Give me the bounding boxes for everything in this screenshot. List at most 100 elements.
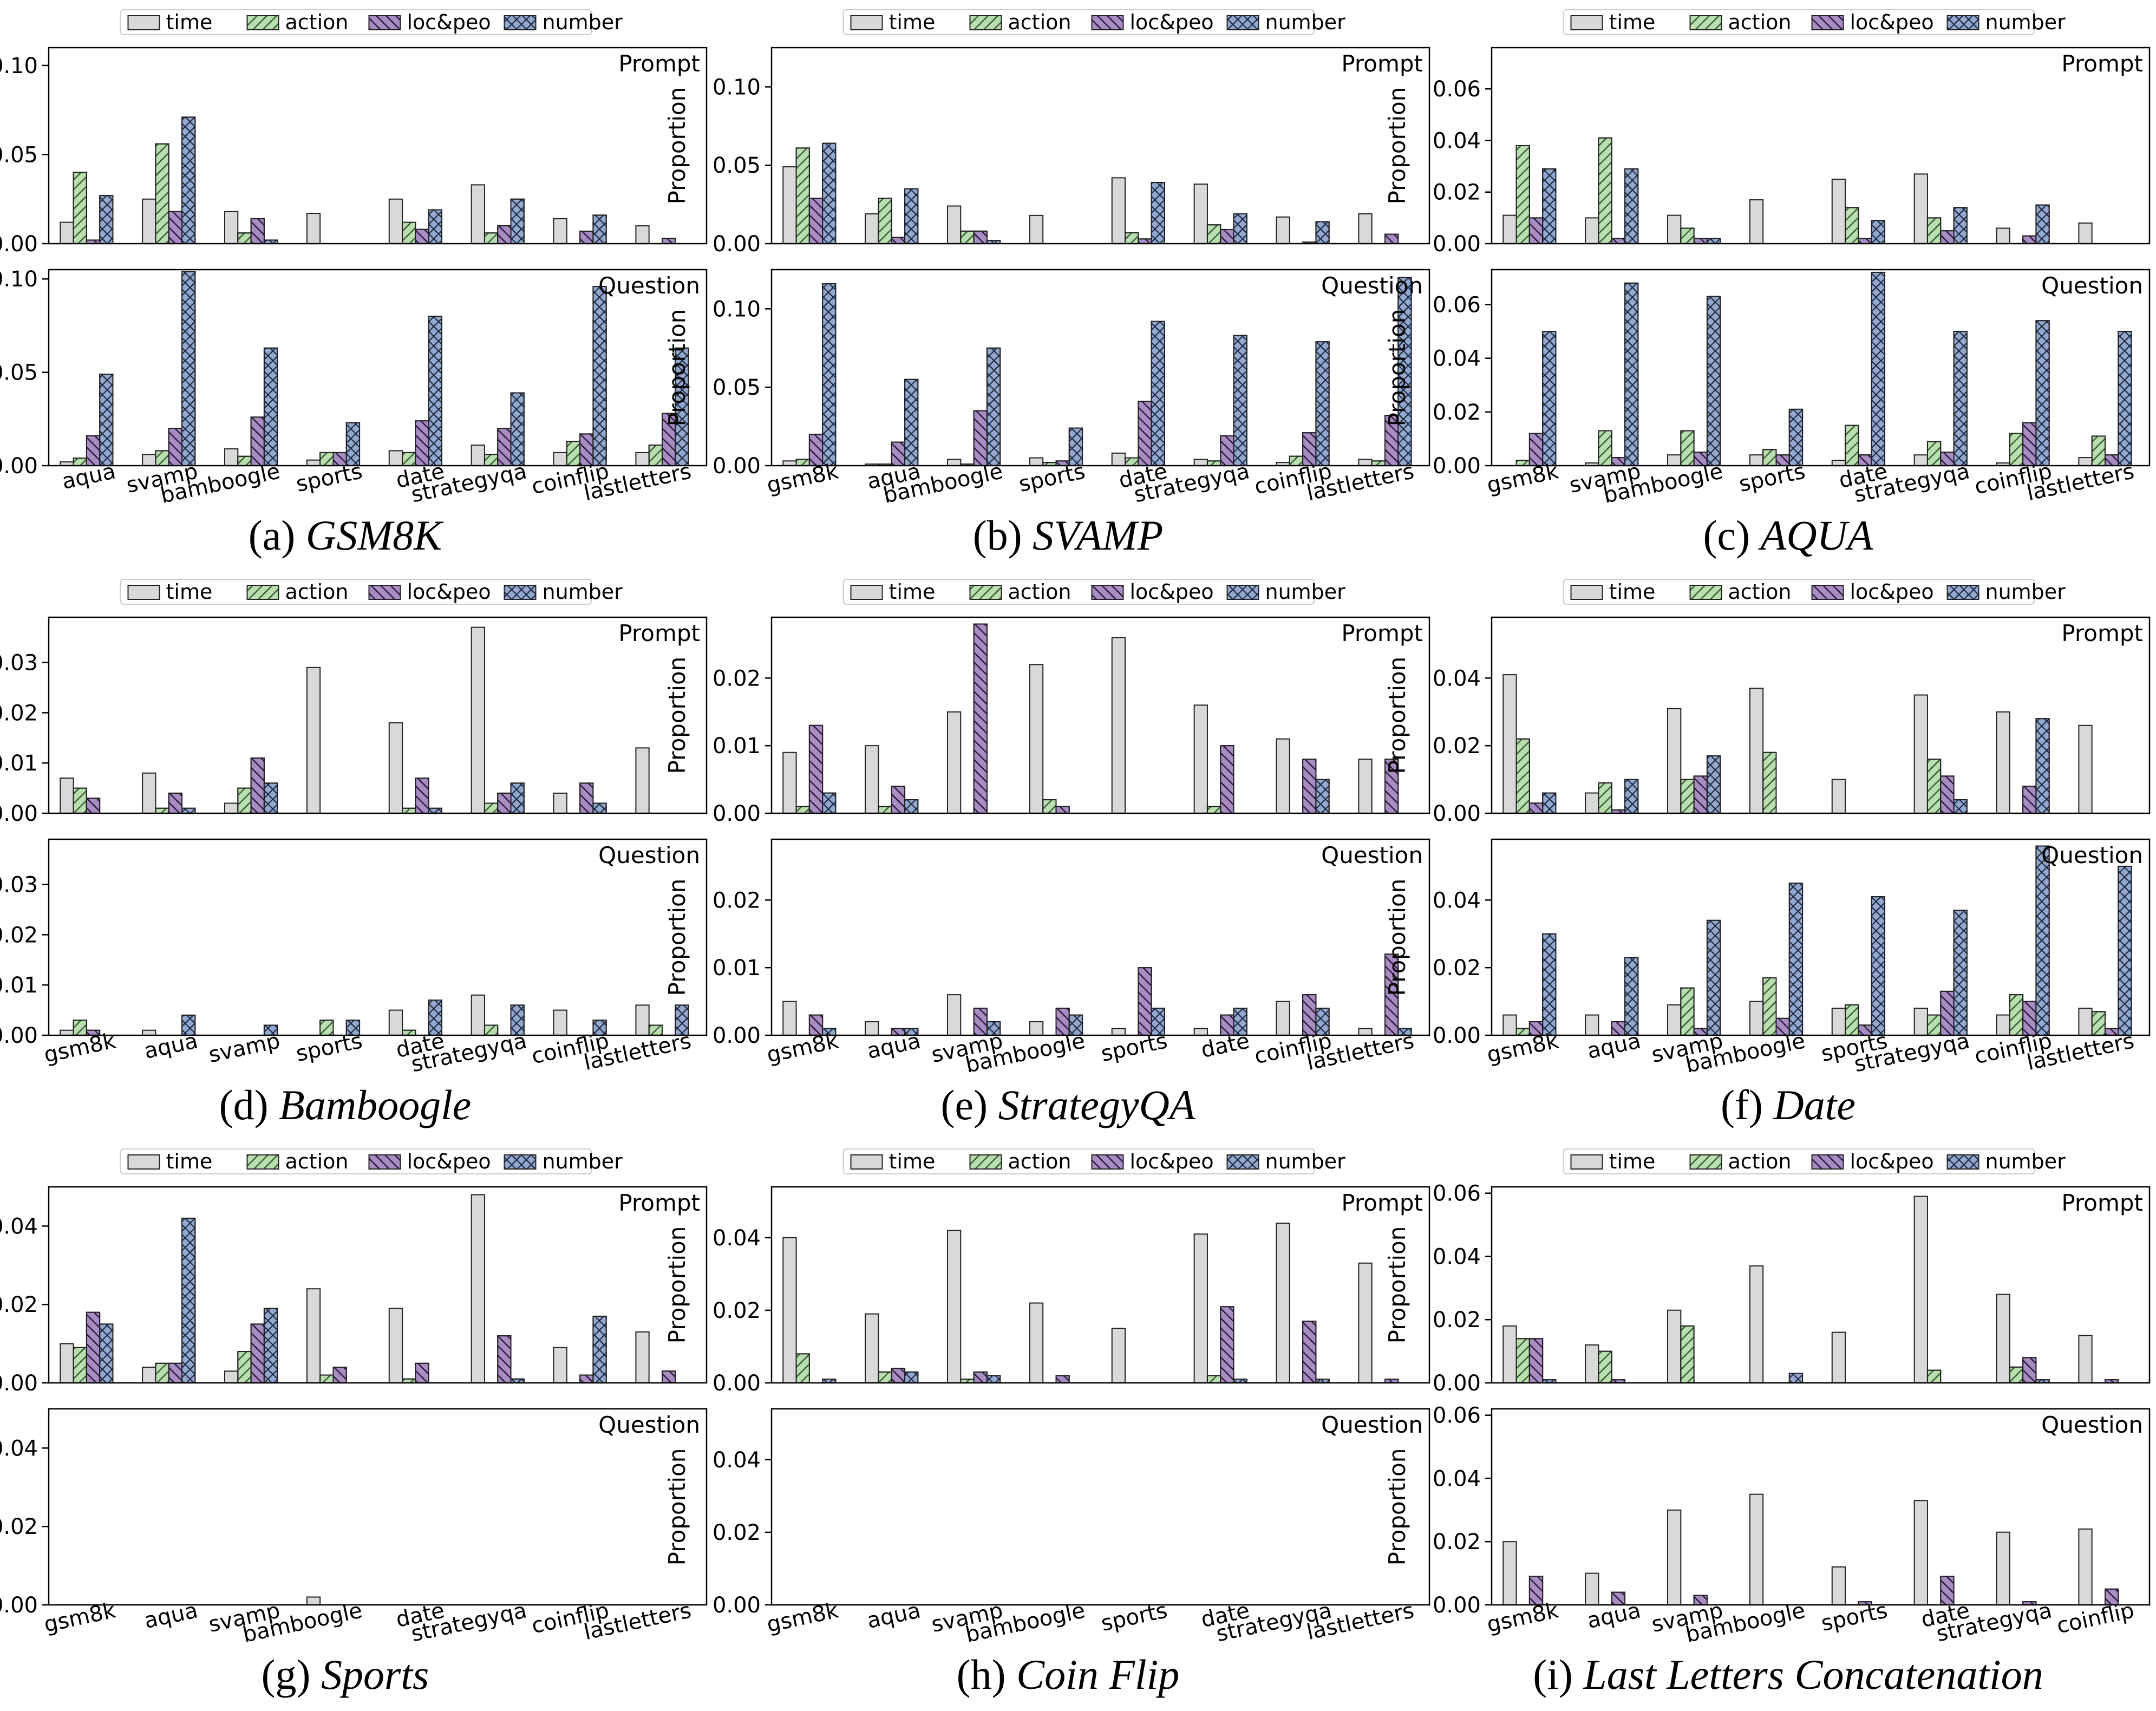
bar-time-gsm8k	[1502, 674, 1517, 814]
bar-time-bamboogle	[947, 459, 962, 467]
bar-action-bamboogle-hatch	[960, 230, 975, 244]
prompt-subplot: 0.00 0.02 0.04 Proportion Prompt	[1384, 616, 2151, 826]
bar-loc-peo-strategyqa-hatch	[497, 792, 512, 814]
bar-number-aqua-hatch	[1624, 957, 1639, 1036]
bar-time-sports	[1111, 637, 1126, 814]
bar-loc-peo-gsm8k-hatch	[808, 434, 824, 467]
bar-time-lastletters	[1358, 1262, 1373, 1384]
legend-label: loc&peo	[407, 580, 491, 604]
bar-time-coinflip	[1276, 738, 1290, 814]
y-tick-label: 0.00	[0, 1023, 38, 1048]
question-subplot: 0.00 0.01 0.02 Proportion Question	[664, 838, 1430, 1048]
bar-loc-peo-svamp-hatch	[250, 757, 265, 814]
bar-time-aqua	[60, 221, 74, 245]
bar-time-date	[1831, 178, 1846, 244]
y-axis-label: Proportion	[664, 657, 690, 774]
legend-label: number	[1985, 10, 2066, 34]
legend-frame	[120, 9, 592, 35]
bar-time-sports	[1111, 1028, 1126, 1036]
bar-time-coinflip	[2078, 1335, 2093, 1384]
legend: time action loc&peo number	[842, 1148, 1345, 1174]
legend-item-loc-peo: loc&peo	[368, 580, 491, 604]
bar-loc-peo-lastletters-hatch	[1384, 954, 1399, 1036]
prompt-subplot: 0.00 0.02 0.04 Proportion Prompt	[664, 1186, 1430, 1396]
legend-label: number	[543, 1150, 623, 1173]
bar-number-aqua-hatch	[181, 1217, 196, 1383]
bar-number-date-hatch	[428, 807, 442, 814]
y-tick-label: 0.02	[1433, 956, 1481, 981]
bar-loc-peo-gsm8k-hatch	[808, 1014, 824, 1036]
bar-number-date-hatch	[1871, 271, 1885, 466]
axes-frame	[48, 1186, 708, 1384]
bar-loc-peo-coinflip-hatch	[2022, 235, 2037, 245]
y-tick-label: 0.01	[713, 734, 761, 759]
bar-loc-peo-strategyqa-hatch	[1940, 990, 1955, 1036]
bar-loc-peo-gsm8k-hatch	[86, 798, 101, 814]
bar-time-date	[388, 1009, 403, 1036]
y-tick-label: 0.02	[0, 1514, 38, 1539]
legend-label: action	[1728, 10, 1792, 34]
bar-loc-peo-strategyqa-hatch	[497, 428, 512, 466]
bar-time-strategyqa	[1913, 173, 1928, 245]
y-tick-label: 0.04	[0, 1436, 38, 1461]
bar-loc-peo-bamboogle-hatch	[973, 410, 988, 467]
caption-title: AQUA	[1758, 512, 1873, 559]
bar-time-aqua	[142, 1029, 156, 1036]
y-axis-label: Proportion	[1384, 87, 1410, 205]
legend-label: loc&peo	[407, 10, 491, 34]
legend-label: number	[1985, 1150, 2066, 1173]
legend: time action loc&peo number	[1563, 579, 2066, 605]
bar-loc-peo-aqua-hatch	[168, 792, 183, 814]
bar-time-svamp	[1667, 1509, 1682, 1605]
bar-loc-peo-lastletters-hatch	[661, 413, 676, 467]
y-tick-label: 0.00	[713, 1593, 761, 1618]
prompt-subplot: 0.00 0.01 0.02 Proportion Prompt	[664, 616, 1430, 826]
legend-label: number	[543, 580, 623, 604]
bar-number-date-hatch	[1233, 1008, 1247, 1036]
caption-title: SVAMP	[1033, 512, 1163, 559]
bar-loc-peo-date-hatch	[415, 420, 429, 466]
bar-time-bamboogle	[1749, 688, 1764, 814]
legend-swatch-hatch	[1946, 585, 1979, 600]
legend: time action loc&peo number	[842, 579, 1345, 605]
caption-title: StrategyQA	[998, 1081, 1195, 1128]
bar-time-gsm8k	[60, 778, 74, 814]
caption-title: Last Letters Concatenation	[1583, 1651, 2043, 1698]
bar-time-svamp	[142, 454, 156, 466]
bar-action-svamp-hatch	[1680, 987, 1695, 1036]
bar-number-bamboogle-hatch	[1706, 238, 1721, 245]
y-tick-label: 0.10	[713, 297, 761, 322]
bar-action-lastletters-hatch	[2091, 1011, 2106, 1036]
bar-loc-peo-bamboogle-hatch	[332, 1367, 347, 1384]
y-tick-label: 0.10	[0, 54, 38, 79]
legend-item-time: time	[1570, 10, 1655, 34]
panel-caption: (e) StrategyQA	[941, 1081, 1195, 1128]
bar-action-bamboogle-hatch	[1042, 799, 1057, 814]
bar-number-bamboogle-hatch	[1788, 1373, 1804, 1384]
y-tick-label: 0.06	[1433, 77, 1481, 102]
bar-time-date	[388, 450, 403, 467]
bar-loc-peo-svamp-hatch	[168, 211, 183, 245]
legend: time action loc&peo number	[120, 579, 623, 605]
bar-time-lastletters	[2078, 457, 2093, 467]
panel-h: time action loc&peo number 0.00 0.02 0.04 Propo…	[664, 1148, 1430, 1698]
question-subplot: 0.00 0.02 0.04 0.06 Proportion Question	[1384, 269, 2151, 479]
bar-loc-peo-date-hatch	[1220, 1306, 1234, 1383]
bar-action-coinflip-hatch	[566, 441, 581, 467]
prompt-subplot: 0.00 0.02 0.04 Proportion Prompt	[0, 1186, 708, 1396]
legend-label: time	[1609, 580, 1656, 604]
panel-g: time action loc&peo number 0.00 0.02 0.04 Propo…	[0, 1148, 708, 1698]
y-tick-label: 0.00	[0, 801, 38, 826]
bar-number-date-hatch	[428, 316, 442, 466]
bar-loc-peo-gsm8k-hatch	[808, 198, 824, 244]
bar-action-date-hatch	[1926, 1369, 1942, 1384]
bar-time-bamboogle	[1667, 214, 1682, 244]
bar-time-bamboogle	[224, 448, 239, 467]
legend-item-loc-peo: loc&peo	[1811, 580, 1934, 604]
question-annotation: Question	[1321, 1412, 1423, 1438]
x-tick-label-sports: sports	[1099, 1028, 1170, 1067]
legend: time action loc&peo number	[1563, 9, 2066, 35]
bar-number-gsm8k-hatch	[822, 142, 837, 244]
bar-loc-peo-gsm8k-hatch	[1528, 217, 1544, 244]
bar-loc-peo-date-hatch	[1940, 1576, 1955, 1606]
